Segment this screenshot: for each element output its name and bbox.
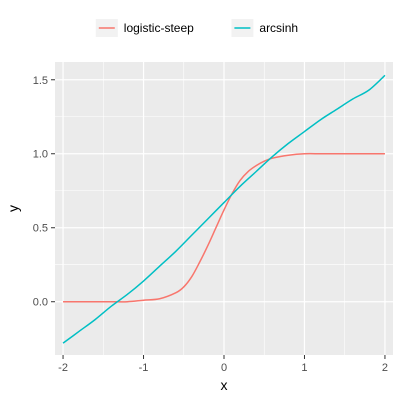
x-tick-label: -2 — [58, 362, 68, 374]
legend: logistic-steep arcsinh — [95, 19, 298, 37]
legend-label: logistic-steep — [124, 21, 194, 35]
y-tick-label: 0.0 — [33, 297, 48, 309]
x-axis: -2 -1 0 1 2 — [58, 355, 388, 374]
x-tick-label: -1 — [139, 362, 149, 374]
x-tick-label: 1 — [301, 362, 307, 374]
y-axis: 0.0 0.5 1.0 1.5 — [33, 75, 55, 309]
series-line-arcsinh — [62, 74, 386, 344]
x-tick-label: 0 — [221, 362, 227, 374]
y-tick-label: 1.5 — [33, 75, 48, 87]
x-tick-label: 2 — [382, 362, 388, 374]
legend-item-arcsinh: arcsinh — [231, 19, 298, 37]
y-tick-label: 1.0 — [33, 149, 48, 161]
x-axis-title: x — [221, 377, 228, 393]
series-line-logistic-steep — [63, 152, 385, 303]
y-tick-label: 0.5 — [33, 223, 48, 235]
legend-item-logistic-steep: logistic-steep — [95, 19, 194, 37]
legend-label: arcsinh — [259, 21, 298, 35]
series-layer — [62, 74, 386, 344]
y-axis-title: y — [5, 205, 21, 212]
